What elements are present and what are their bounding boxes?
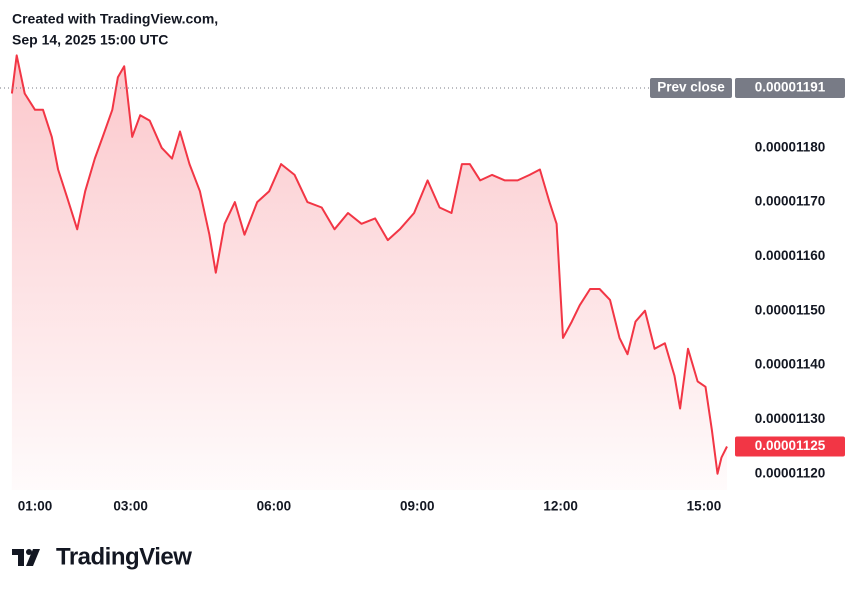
x-tick-label: 12:00 [543,499,578,514]
y-tick-label: 0.00001160 [755,248,826,263]
area [11,55,727,491]
chart-subtitle: Sep 14, 2025 15:00 UTC [12,32,168,48]
x-tick-label: 15:00 [687,499,722,514]
x-tick-label: 03:00 [113,499,148,514]
prev-close-name: Prev close [657,80,725,95]
y-tick-label: 0.00001130 [755,411,826,426]
logo [12,549,40,566]
brand: TradingView [56,543,192,570]
last-price-box [735,436,845,457]
chart-title: Created with TradingView.com, [12,11,218,27]
prev-close-box [650,78,732,99]
y-tick-label: 0.00001150 [755,302,826,317]
y-tick-label: 0.00001140 [755,357,826,372]
y-tick-label: 0.00001120 [755,465,826,480]
y-tick-label: 0.00001170 [755,194,826,209]
price-line [10,54,728,475]
last-price-label: 0.00001125 [755,438,826,453]
x-tick-label: 01:00 [18,499,53,514]
x-tick-label: 06:00 [257,499,292,514]
prev-close-price: 0.00001191 [755,80,826,95]
x-tick-label: 09:00 [400,499,435,514]
prev-close-price-box [735,78,845,99]
y-tick-label: 0.00001180 [755,139,826,154]
